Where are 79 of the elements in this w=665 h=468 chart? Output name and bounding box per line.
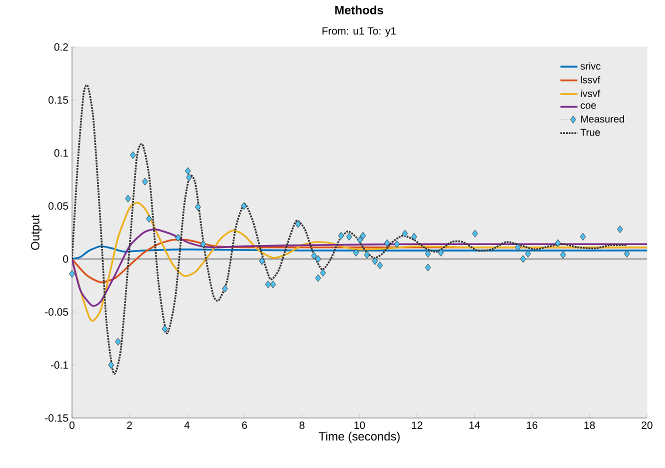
x-tick-label: 16 [526,422,538,429]
x-tick-label: 18 [584,422,595,429]
point [357,236,364,244]
point [259,257,265,265]
point [175,234,182,242]
point [520,255,526,263]
point [240,202,247,210]
legend-label: lssvf [580,76,600,84]
x-tick-label: 0 [69,422,74,429]
point [384,239,390,247]
point [69,270,75,278]
y-axis-title: Output [30,214,42,250]
point [115,338,121,346]
point [311,252,318,260]
point [108,361,114,369]
y-tick-label: -0.15 [45,414,68,422]
point [438,248,444,256]
legend-label: coe [580,103,596,109]
legend-label: Measured [581,115,624,123]
point [346,232,352,241]
point [424,250,431,258]
x-axis-title: Time (seconds) [318,432,400,443]
point [554,239,561,247]
point [295,220,301,228]
point [320,268,326,277]
line-series [72,228,648,307]
x-tick-label: 2 [127,422,132,429]
point [394,240,400,248]
point [315,274,322,282]
chart-subtitle: From: u1 To: y1 [322,27,396,37]
point [402,230,408,238]
legend-label: srivc [580,62,600,70]
point [338,232,344,240]
point [270,280,276,288]
point [146,214,152,223]
point [222,284,228,293]
y-tick-label: 0.05 [48,202,68,210]
point [186,174,192,182]
y-tick-label: 0.15 [48,96,68,104]
point [525,250,531,258]
line-series [72,202,648,322]
point [125,194,132,202]
x-tick-label: 10 [354,422,365,429]
point [376,262,383,270]
point [353,248,359,256]
point [617,225,623,234]
x-tick-label: 4 [184,422,190,429]
point [411,232,418,241]
point [560,250,566,259]
point [514,244,521,252]
x-tick-label: 6 [242,422,247,429]
point [580,232,586,241]
line-series [72,245,648,260]
point [424,264,431,272]
point [624,250,630,258]
y-tick-label: -0.05 [45,308,68,316]
point [364,250,370,259]
y-tick-label: 0.1 [54,149,68,157]
point [184,167,191,175]
point [360,232,366,240]
point [162,325,168,333]
y-tick-label: -0.1 [50,361,68,369]
x-tick-label: 12 [412,422,422,429]
x-tick-label: 20 [642,422,652,429]
point [315,255,322,263]
point [142,178,148,186]
x-tick-label: 14 [469,422,480,429]
legend-label: True [580,128,600,136]
y-tick-label: 0.2 [54,43,68,51]
point [372,257,378,265]
chart-title: Methods [335,6,384,14]
point [130,151,136,159]
legend-label: ivsvf [580,90,600,98]
point [200,240,206,248]
point [472,230,478,238]
point [194,203,201,211]
point [265,280,272,288]
y-tick-label: 0 [63,255,68,263]
x-tick-label: 8 [300,422,304,429]
